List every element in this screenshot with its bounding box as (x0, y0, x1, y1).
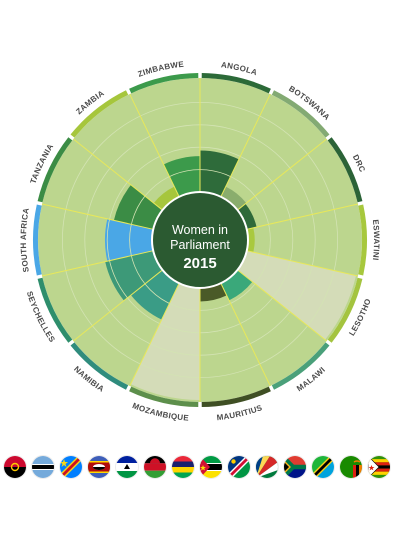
label-mauritius: MAURITIUS (216, 403, 264, 422)
bar-malawi (220, 269, 253, 301)
rim-botswana (271, 90, 330, 138)
rim-eswatini (358, 204, 368, 276)
flag-namibia-icon (228, 456, 250, 478)
flag-lesotho-icon (116, 456, 138, 478)
grid-spoke (220, 93, 271, 197)
flag-drc-icon (60, 456, 82, 478)
grid-layer (41, 78, 359, 402)
bar-layer (104, 150, 356, 400)
flag-angola-icon (4, 456, 26, 478)
grid-spoke (129, 93, 180, 197)
flag-row (4, 456, 396, 478)
bar-tanzania (113, 184, 163, 230)
year-label: 2015 (183, 255, 216, 272)
label-drc: DRC (351, 153, 367, 173)
flag-zimbabwe-icon (368, 456, 390, 478)
rim-zimbabwe (129, 73, 199, 94)
grid-spoke (220, 283, 271, 387)
flag-zambia-icon (340, 456, 362, 478)
rim-drc (327, 137, 363, 203)
label-angola: ANGOLA (220, 60, 258, 77)
bar-eswatini (246, 227, 255, 253)
rim-layer (33, 73, 368, 407)
grid-spoke (237, 138, 327, 211)
rim-tanzania (37, 137, 73, 203)
flag-mozambique-icon (200, 456, 222, 478)
grid-spoke (73, 138, 163, 211)
grid-spoke (246, 203, 359, 230)
rim-angola (201, 73, 271, 94)
flag-tanzania-icon (312, 456, 334, 478)
rim-malawi (271, 342, 330, 390)
bar-lesotho (237, 250, 356, 340)
grid-spoke (41, 203, 154, 230)
flag-eswatini-icon (88, 456, 110, 478)
rim-namibia (70, 342, 129, 390)
label-eswatini: ESWATINI (371, 219, 381, 261)
center-circle (151, 191, 249, 289)
grid-spoke (73, 269, 163, 342)
bar-mozambique (130, 283, 200, 400)
bar-zambia (153, 186, 180, 211)
bar-botswana (220, 186, 247, 211)
grid-spoke (129, 283, 180, 387)
bar-angola (200, 150, 239, 197)
flag-malawi-icon (144, 456, 166, 478)
rim-zambia (70, 90, 129, 138)
rim-mozambique (129, 386, 199, 407)
polar-chart: ANGOLABOTSWANADRCESWATINILESOTHOMALAWIMA… (19, 60, 381, 423)
flag-mauritius-icon (172, 456, 194, 478)
grid-spoke (246, 250, 359, 277)
center-title: Women in Parliament 2015 (151, 191, 249, 289)
rim-south-africa (33, 204, 42, 276)
label-south-africa: SOUTH AFRICA (19, 207, 31, 273)
rim-lesotho (327, 277, 363, 343)
rim-mauritius (201, 386, 271, 407)
bar-zimbabwe (163, 156, 200, 197)
grid-spoke (41, 250, 154, 277)
rim-seychelles (37, 277, 73, 343)
bar-seychelles (105, 250, 163, 301)
flag-botswana-icon (32, 456, 54, 478)
bar-drc (237, 203, 257, 230)
flag-south-africa-icon (284, 456, 306, 478)
grid-spoke (237, 269, 327, 342)
bar-south-africa (104, 218, 154, 262)
title-line-1: Women in (172, 223, 228, 237)
flag-seychelles-icon (256, 456, 278, 478)
title-line-2: Parliament (170, 238, 230, 252)
